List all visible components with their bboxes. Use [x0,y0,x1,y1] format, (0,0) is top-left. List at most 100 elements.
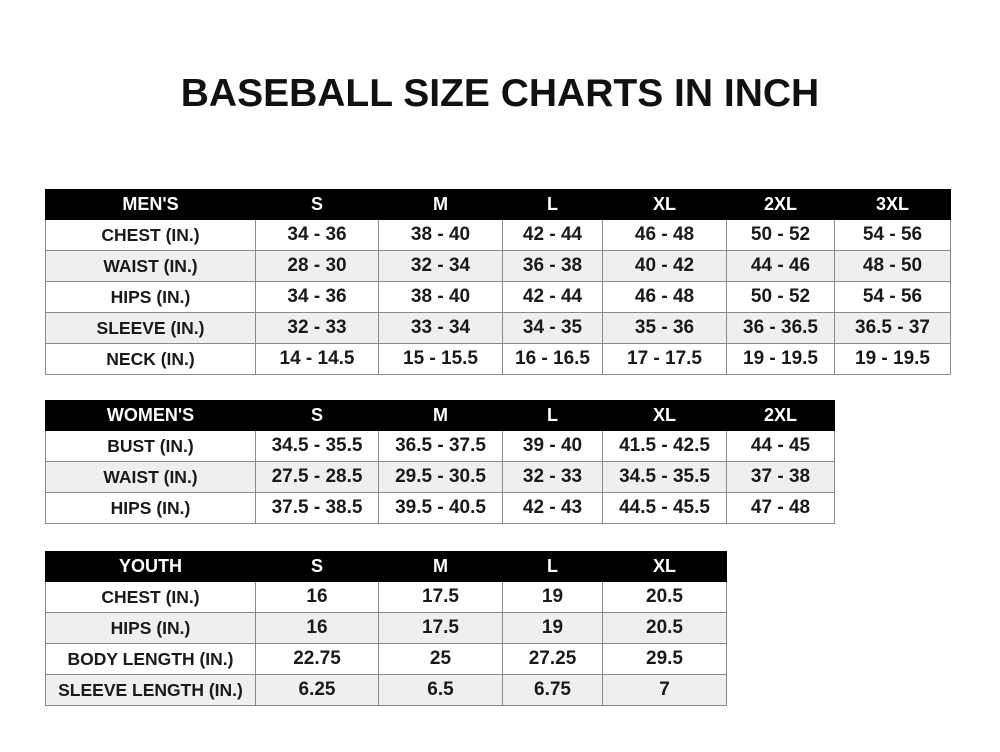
size-value-cell: 19 - 19.5 [726,343,835,375]
youth-size-table: YOUTH S M L XL CHEST (IN.) 16 17.5 19 20.5 HIPS (I… [45,551,727,706]
size-value-cell: 37.5 - 38.5 [255,492,379,524]
size-value-cell: 6.25 [255,674,379,706]
size-value-cell: 39.5 - 40.5 [378,492,503,524]
size-column-header: S [255,551,379,582]
size-value-cell: 34 - 36 [255,281,379,313]
table-row: WAIST (IN.) 27.5 - 28.5 29.5 - 30.5 32 - 33… [45,461,835,493]
size-column-header: M [378,400,503,431]
table-row: WAIST (IN.) 28 - 30 32 - 34 36 - 38 40 - 42 4… [45,250,951,282]
size-value-cell: 20.5 [602,612,727,644]
size-value-cell: 50 - 52 [726,281,835,313]
table-category-header: MEN'S [45,189,256,220]
table-category-header: WOMEN'S [45,400,256,431]
measurement-label: HIPS (IN.) [45,612,256,644]
measurement-label: WAIST (IN.) [45,250,256,282]
size-value-cell: 17.5 [378,612,503,644]
size-value-cell: 29.5 - 30.5 [378,461,503,493]
size-value-cell: 50 - 52 [726,219,835,251]
size-value-cell: 36.5 - 37 [834,312,951,344]
size-value-cell: 33 - 34 [378,312,503,344]
page-title: BASEBALL SIZE CHARTS IN INCH [180,72,820,115]
size-value-cell: 54 - 56 [834,219,951,251]
size-value-cell: 46 - 48 [602,281,727,313]
size-value-cell: 20.5 [602,581,727,613]
size-column-header: XL [602,551,727,582]
measurement-label: CHEST (IN.) [45,219,256,251]
size-value-cell: 15 - 15.5 [378,343,503,375]
size-value-cell: 39 - 40 [502,430,603,462]
measurement-label: SLEEVE LENGTH (IN.) [45,674,256,706]
size-value-cell: 6.75 [502,674,603,706]
table-row: CHEST (IN.) 16 17.5 19 20.5 [45,581,727,613]
size-value-cell: 40 - 42 [602,250,727,282]
mens-size-table: MEN'S S M L XL 2XL 3XL CHEST (IN.) 34 - 36 38 - 4… [45,189,951,375]
size-value-cell: 32 - 33 [502,461,603,493]
size-value-cell: 16 [255,581,379,613]
size-value-cell: 35 - 36 [602,312,727,344]
header-row: WOMEN'S S M L XL 2XL [45,400,835,431]
size-value-cell: 54 - 56 [834,281,951,313]
measurement-label: HIPS (IN.) [45,281,256,313]
size-value-cell: 19 [502,581,603,613]
size-column-header: L [502,551,603,582]
size-value-cell: 36 - 36.5 [726,312,835,344]
size-value-cell: 44.5 - 45.5 [602,492,727,524]
measurement-label: SLEEVE (IN.) [45,312,256,344]
size-value-cell: 28 - 30 [255,250,379,282]
size-column-header: XL [602,400,727,431]
measurement-label: BODY LENGTH (IN.) [45,643,256,675]
table-category-header: YOUTH [45,551,256,582]
table-row: HIPS (IN.) 16 17.5 19 20.5 [45,612,727,644]
size-value-cell: 44 - 46 [726,250,835,282]
size-column-header: XL [602,189,727,220]
table-row: SLEEVE (IN.) 32 - 33 33 - 34 34 - 35 35 - 36… [45,312,951,344]
table-row: CHEST (IN.) 34 - 36 38 - 40 42 - 44 46 - 48 5… [45,219,951,251]
measurement-label: HIPS (IN.) [45,492,256,524]
size-value-cell: 19 [502,612,603,644]
size-value-cell: 32 - 34 [378,250,503,282]
table-row: BUST (IN.) 34.5 - 35.5 36.5 - 37.5 39 - 40 4… [45,430,835,462]
size-value-cell: 42 - 44 [502,281,603,313]
size-value-cell: 36.5 - 37.5 [378,430,503,462]
size-value-cell: 46 - 48 [602,219,727,251]
size-value-cell: 6.5 [378,674,503,706]
size-column-header: S [255,400,379,431]
size-column-header: 3XL [834,189,951,220]
size-value-cell: 34.5 - 35.5 [255,430,379,462]
size-value-cell: 44 - 45 [726,430,835,462]
size-column-header: S [255,189,379,220]
size-value-cell: 47 - 48 [726,492,835,524]
size-value-cell: 36 - 38 [502,250,603,282]
table-row: HIPS (IN.) 37.5 - 38.5 39.5 - 40.5 42 - 43 4… [45,492,835,524]
table-row: HIPS (IN.) 34 - 36 38 - 40 42 - 44 46 - 48 50… [45,281,951,313]
size-value-cell: 14 - 14.5 [255,343,379,375]
size-value-cell: 37 - 38 [726,461,835,493]
size-value-cell: 17.5 [378,581,503,613]
size-value-cell: 27.25 [502,643,603,675]
size-value-cell: 42 - 43 [502,492,603,524]
table-row: BODY LENGTH (IN.) 22.75 25 27.25 29.5 [45,643,727,675]
measurement-label: NECK (IN.) [45,343,256,375]
table-row: SLEEVE LENGTH (IN.) 6.25 6.5 6.75 7 [45,674,727,706]
size-value-cell: 16 [255,612,379,644]
size-column-header: 2XL [726,400,835,431]
size-value-cell: 38 - 40 [378,281,503,313]
size-value-cell: 32 - 33 [255,312,379,344]
header-row: YOUTH S M L XL [45,551,727,582]
womens-size-table: WOMEN'S S M L XL 2XL BUST (IN.) 34.5 - 35.5 36.5… [45,400,835,524]
size-column-header: L [502,189,603,220]
size-column-header: 2XL [726,189,835,220]
size-value-cell: 19 - 19.5 [834,343,951,375]
measurement-label: WAIST (IN.) [45,461,256,493]
size-column-header: L [502,400,603,431]
size-value-cell: 27.5 - 28.5 [255,461,379,493]
measurement-label: BUST (IN.) [45,430,256,462]
size-value-cell: 7 [602,674,727,706]
size-column-header: M [378,551,503,582]
size-value-cell: 17 - 17.5 [602,343,727,375]
size-value-cell: 42 - 44 [502,219,603,251]
size-column-header: M [378,189,503,220]
size-value-cell: 48 - 50 [834,250,951,282]
size-value-cell: 25 [378,643,503,675]
size-value-cell: 16 - 16.5 [502,343,603,375]
